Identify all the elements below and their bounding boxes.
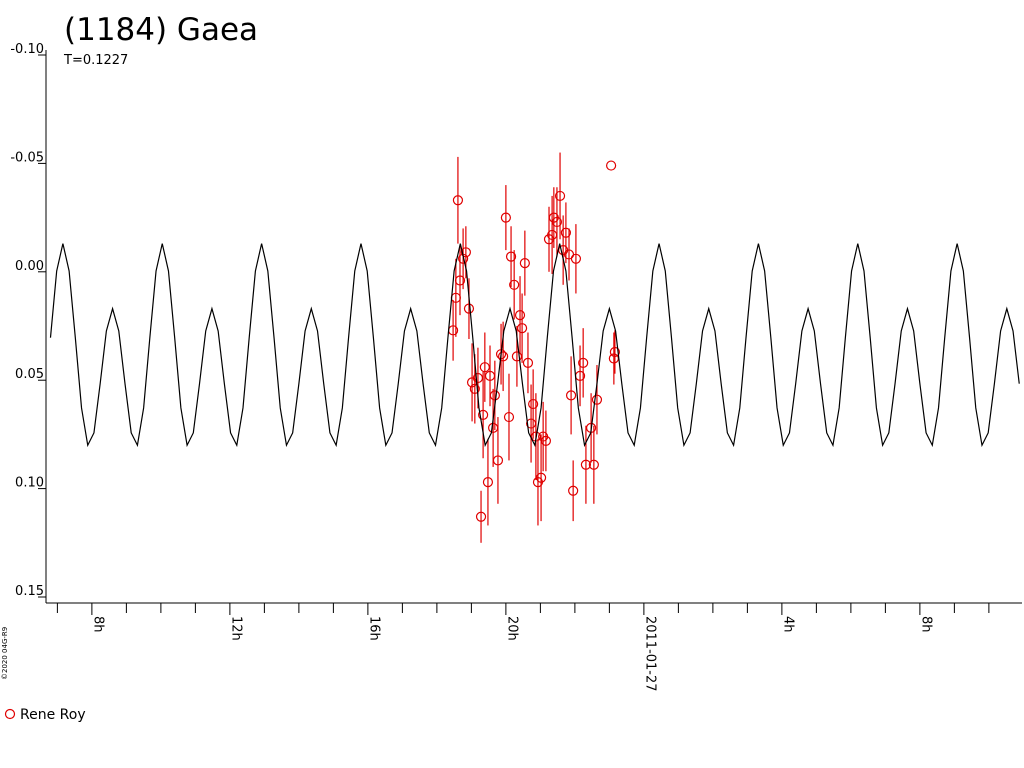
y-tick-label: 0.15 (15, 584, 44, 599)
x-tick-label: 4h (780, 616, 795, 633)
data-point (609, 346, 621, 358)
data-point (565, 390, 577, 401)
data-point (505, 251, 517, 262)
legend-label: Rene Roy (20, 707, 86, 723)
data-point (591, 394, 603, 405)
y-tick-label: 0.00 (15, 259, 44, 274)
data-point (578, 357, 589, 368)
data-point (568, 485, 579, 496)
data-point (454, 275, 466, 286)
data-point (606, 160, 617, 171)
data-point (460, 247, 471, 258)
legend-marker (4, 708, 16, 720)
x-tick-label: 20h (504, 616, 519, 641)
data-point (475, 511, 487, 522)
data-point (580, 459, 592, 470)
data-point (570, 253, 582, 264)
data-point (500, 212, 511, 223)
y-tick-label: 0.10 (15, 476, 44, 491)
x-tick-label: 8h (90, 616, 105, 633)
data-point (514, 310, 526, 321)
x-tick-label: 2011-01-27 (642, 616, 657, 692)
model-curve (49, 243, 1020, 448)
data-point (492, 455, 504, 466)
x-tick-label: 12h (228, 616, 243, 641)
data-point (535, 472, 547, 483)
y-tick-label: -0.05 (10, 150, 44, 165)
data-point (551, 216, 563, 228)
data-point (482, 476, 494, 488)
data-point (540, 435, 552, 447)
chart-title: (1184) Gaea (64, 12, 258, 48)
data-point (519, 258, 530, 269)
copyright: ©2020 04G-R9 (1, 627, 9, 680)
data-point (452, 195, 464, 206)
data-point (479, 362, 490, 373)
data-point (498, 351, 509, 362)
data-point (516, 323, 528, 334)
data-point (503, 411, 515, 423)
data-point (588, 459, 599, 470)
x-tick-label: 16h (366, 616, 381, 641)
data-point (463, 303, 475, 314)
data-point (469, 383, 480, 394)
y-tick-label: 0.05 (15, 367, 44, 382)
data-point (509, 279, 520, 290)
x-tick-label: 8h (918, 616, 933, 633)
data-point (478, 409, 489, 420)
data-point (511, 351, 523, 362)
data-point (522, 357, 534, 368)
data-point (554, 190, 566, 202)
data-point (489, 390, 500, 401)
data-point (472, 372, 484, 384)
y-tick-label: -0.10 (10, 42, 44, 57)
data-point (560, 227, 572, 238)
data-point (528, 398, 539, 410)
chart-subtitle: T=0.1227 (63, 53, 128, 68)
